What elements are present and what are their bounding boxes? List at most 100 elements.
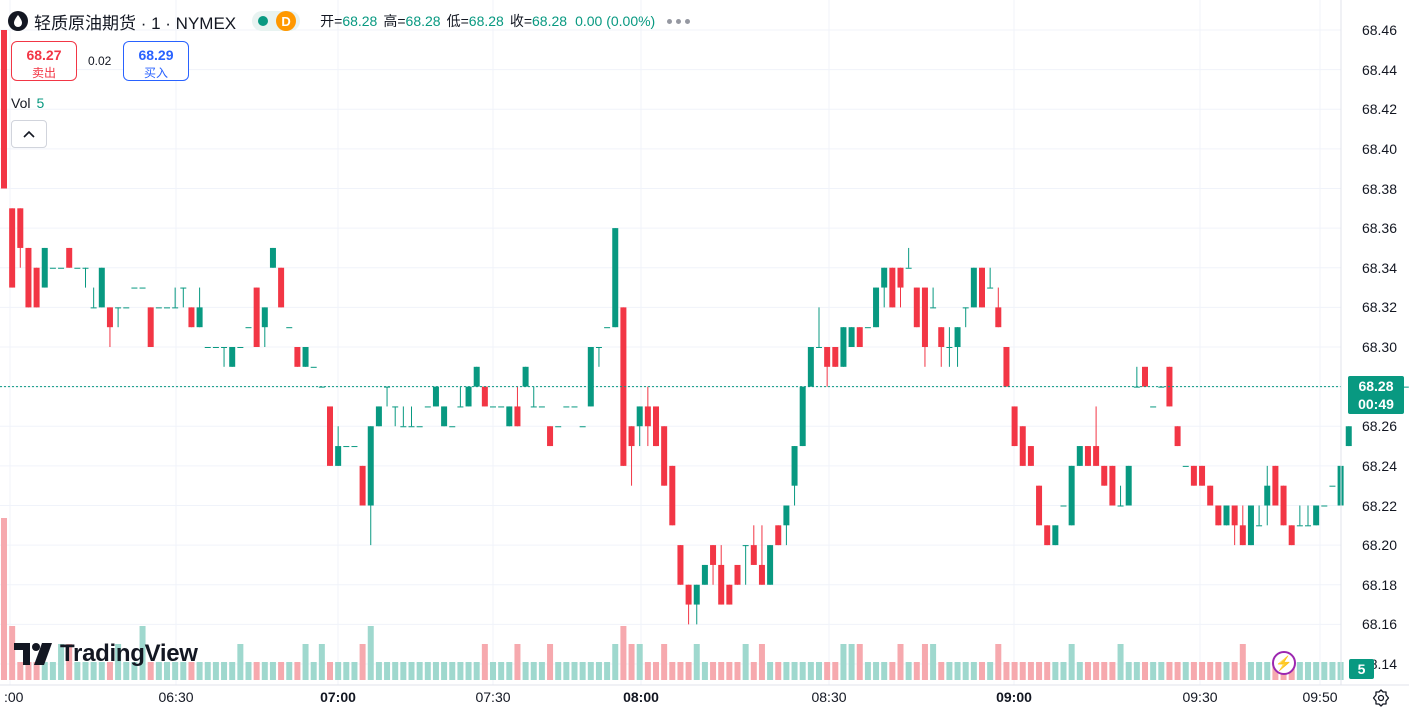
volume-bar [1321,662,1328,680]
volume-bar [375,662,382,680]
volume-bar [848,644,855,680]
collapse-legend-button[interactable] [11,120,47,148]
buy-button[interactable]: 68.29 买入 [123,41,189,81]
chart-grid [0,0,1341,685]
buy-price: 68.29 [138,47,174,63]
candle-body [644,406,651,427]
volume-bar [987,662,994,680]
volume-bar [1329,662,1336,680]
candle [783,505,790,546]
candle [848,327,855,347]
low-value: 68.28 [468,13,504,29]
sell-button[interactable]: 68.27 卖出 [11,41,77,81]
volume-bar [1101,662,1108,680]
price-tick-label: 68.46 [1361,22,1397,38]
candle-body [473,366,480,387]
candle-body [979,267,985,308]
volume-bar [587,662,594,680]
candle [400,406,407,428]
candle-body [620,307,627,466]
candle [669,465,676,526]
candle [490,406,496,408]
more-dots-icon[interactable] [667,18,691,24]
volume-bar [1052,662,1059,680]
volume-bar [465,662,472,680]
candle [90,287,97,309]
volume-bar [180,662,187,680]
candle-body [74,267,81,269]
symbol-title[interactable]: 轻质原油期货 · 1 · NYMEX [34,13,237,33]
volume-bar [1093,662,1100,680]
volume-bar [522,662,529,680]
candle [1182,465,1189,467]
candle [506,406,513,427]
tradingview-logo[interactable]: TradingView [14,640,198,668]
candle [685,584,692,625]
candle [237,347,244,348]
market-status-pill[interactable]: D [252,11,301,31]
volume-bar [41,662,48,680]
volume-bar [636,644,643,680]
candle-body [82,267,89,269]
volume-bar [1158,662,1165,680]
candle [522,366,529,387]
candle [579,426,586,428]
candle-body [17,208,24,248]
candle-body [115,307,122,309]
candle-body [547,426,554,447]
candle [286,327,293,329]
candle-body [204,347,211,348]
candle-body [416,426,423,428]
candle [1060,505,1067,507]
candle [1190,465,1197,486]
volume-bar [302,644,309,680]
price-tick-label: 68.40 [1361,140,1397,157]
volume-bar [359,644,366,680]
volume-bar [351,662,358,680]
candle [832,347,839,367]
price-tick-label: 68.18 [1361,576,1397,593]
volume-bar [123,662,130,680]
candle-body [595,347,602,348]
candle-body [408,426,415,428]
price-tick-label: 68.44 [1361,61,1397,78]
candle-body [335,446,342,466]
candle [1313,505,1320,526]
candle [172,287,179,309]
candle-body [1288,525,1295,546]
volume-bar [408,662,415,680]
candle-body [188,307,195,328]
candle [164,307,170,309]
candle [351,446,358,448]
volume-bar [1060,662,1067,680]
candle [1305,505,1311,527]
time-tick-label: 09:30 [1182,689,1218,705]
candle-body [9,208,16,288]
candle-body [253,287,260,347]
candle [905,247,912,269]
volume-bar [1068,644,1075,680]
volume-bar [1125,662,1132,680]
volume-bar [82,662,89,680]
candle [1329,485,1336,487]
volume-bar [799,662,806,680]
volume-bar [881,662,888,680]
candle-body [180,287,187,289]
volume-bar [139,626,146,680]
candle [1150,406,1157,408]
candle-body [1305,525,1311,527]
volume-bar [424,662,431,680]
candle [555,426,562,428]
candle-body [807,347,814,387]
candle [58,267,65,269]
flash-icon[interactable]: ⚡ [1272,651,1296,675]
settings-gear-icon[interactable] [1372,689,1390,707]
candle-body [938,327,945,347]
candle-body [1036,485,1043,526]
volume-bar [457,662,464,680]
volume-bar [644,662,651,680]
candle [661,426,668,486]
candle-body [1256,525,1263,527]
candle [180,287,187,308]
